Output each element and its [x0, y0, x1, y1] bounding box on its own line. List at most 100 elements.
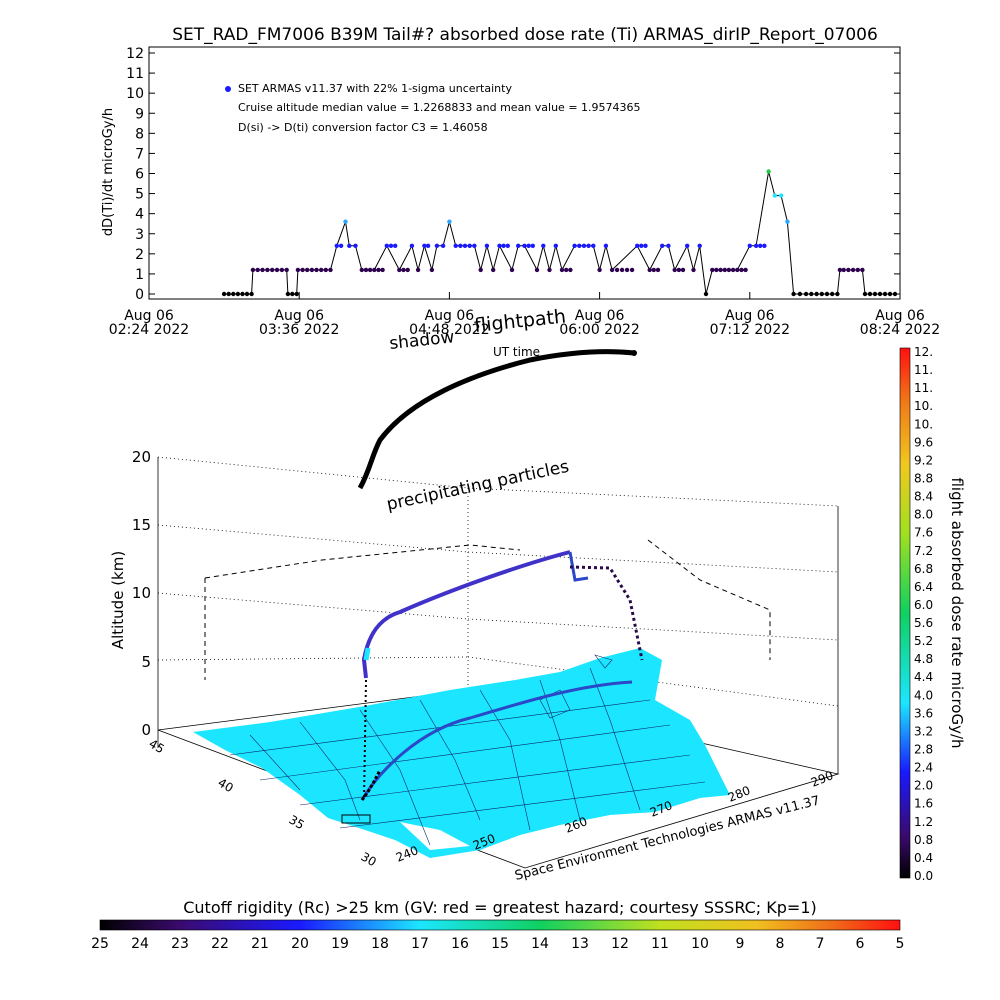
data-point: [850, 267, 856, 273]
x-tick-time: 03:36 2022: [259, 322, 339, 338]
data-point: [295, 267, 301, 273]
flight-start-marker: [631, 350, 637, 356]
data-point: [425, 243, 431, 248]
colorbar-tick-label: 12.: [914, 345, 933, 359]
data-point: [726, 267, 732, 273]
data-point: [577, 243, 582, 248]
data-point: [785, 219, 790, 224]
rigidity-tick-label: 15: [491, 936, 509, 952]
y-tick-label: 7: [135, 146, 144, 162]
colorbar-tick-label: 2.4: [914, 761, 933, 775]
data-point: [367, 267, 373, 273]
rigidity-colorbar: [99, 919, 901, 931]
us-map: [193, 648, 730, 858]
data-point: [309, 267, 315, 273]
data-point: [467, 243, 472, 248]
data-point: [501, 243, 506, 248]
colorbar-tick-label: 9.6: [914, 435, 933, 449]
rigidity-tick-label: 6: [856, 936, 865, 952]
data-point: [249, 291, 254, 297]
x-tick-time: 06:00 2022: [559, 322, 639, 338]
x-tick-time: 07:12 2022: [710, 322, 790, 338]
data-point: [846, 267, 851, 273]
lat-tick: 45: [147, 736, 167, 756]
data-point: [497, 243, 502, 248]
data-point: [758, 243, 763, 248]
colorbar-tick-label: 7.2: [914, 544, 933, 558]
rigidity-tick-label: 10: [691, 936, 709, 952]
data-point: [376, 267, 381, 273]
data-point: [240, 291, 245, 297]
data-point: [226, 291, 231, 297]
data-point: [639, 243, 644, 248]
data-point: [603, 243, 609, 248]
legend-marker: [225, 86, 231, 92]
timeseries-y-label: dD(Ti)/dt microGy/h: [101, 108, 116, 236]
data-point: [505, 243, 510, 248]
rigidity-tick-label: 14: [531, 936, 549, 952]
rigidity-tick-label: 7: [816, 936, 825, 952]
data-point: [697, 243, 702, 248]
rigidity-tick-label: 17: [411, 936, 429, 952]
data-point: [629, 267, 635, 273]
data-point: [422, 243, 427, 248]
z-tick: 0: [141, 721, 151, 739]
data-point: [434, 243, 440, 248]
rigidity-tick-label: 20: [291, 936, 309, 952]
data-point: [541, 243, 546, 248]
data-point: [319, 267, 324, 273]
chart-title: SET_RAD_FM7006 B39M Tail#? absorbed dose…: [172, 25, 878, 45]
colorbar-tick-label: 8.4: [914, 490, 933, 504]
data-point: [730, 267, 736, 273]
data-point: [534, 267, 540, 273]
x-tick-time: 08:24 2022: [860, 322, 940, 338]
data-point: [478, 267, 483, 273]
data-point: [347, 243, 352, 248]
data-point: [672, 267, 677, 273]
data-point: [809, 291, 814, 297]
z-tick: 5: [141, 653, 151, 671]
annotation-cruise-stats: Cruise altitude median value = 1.2268833…: [238, 101, 641, 114]
colorbar-tick-label: 9.2: [914, 453, 933, 467]
ut-time-projection: [204, 539, 771, 680]
rigidity-tick-label: 23: [171, 936, 189, 952]
data-point: [231, 291, 236, 297]
colorbar-tick-label: 8.8: [914, 471, 933, 485]
data-point: [353, 243, 358, 248]
data-point: [860, 267, 865, 273]
y-tick-label: 1: [135, 267, 144, 283]
data-point: [440, 243, 446, 248]
data-point: [235, 291, 241, 297]
dose-colorbar: [899, 347, 911, 879]
flightpath-3d: [361, 550, 644, 801]
rigidity-tick-label: 21: [251, 936, 269, 952]
y-tick-label: 5: [135, 187, 144, 203]
data-point: [221, 291, 227, 297]
data-point: [384, 243, 389, 248]
rigidity-tick-label: 25: [91, 936, 109, 952]
rigidity-tick-label: 13: [571, 936, 589, 952]
data-point: [305, 267, 310, 273]
data-point: [279, 267, 285, 273]
colorbar-tick-label: 10.: [914, 417, 933, 431]
data-point: [472, 243, 477, 248]
lat-tick: 40: [216, 775, 236, 795]
data-point: [265, 267, 270, 273]
colorbar-tick-label: 0.4: [914, 851, 933, 865]
data-point: [453, 243, 458, 248]
data-point: [401, 267, 406, 273]
data-point: [260, 267, 265, 273]
x-tick-day: Aug 06: [274, 308, 324, 324]
data-point: [619, 267, 625, 273]
data-point: [522, 243, 527, 248]
data-point: [660, 243, 665, 248]
data-point: [753, 243, 759, 248]
annotation-conversion: D(si) -> D(ti) conversion factor C3 = 1.…: [238, 121, 488, 134]
z-tick: 15: [132, 516, 151, 534]
origin-marker: [341, 814, 371, 824]
y-tick-label: 8: [135, 126, 144, 142]
colorbar-tick-label: 6.0: [914, 598, 933, 612]
data-point: [547, 267, 552, 273]
rigidity-tick-label: 8: [776, 936, 785, 952]
data-point: [591, 243, 596, 248]
